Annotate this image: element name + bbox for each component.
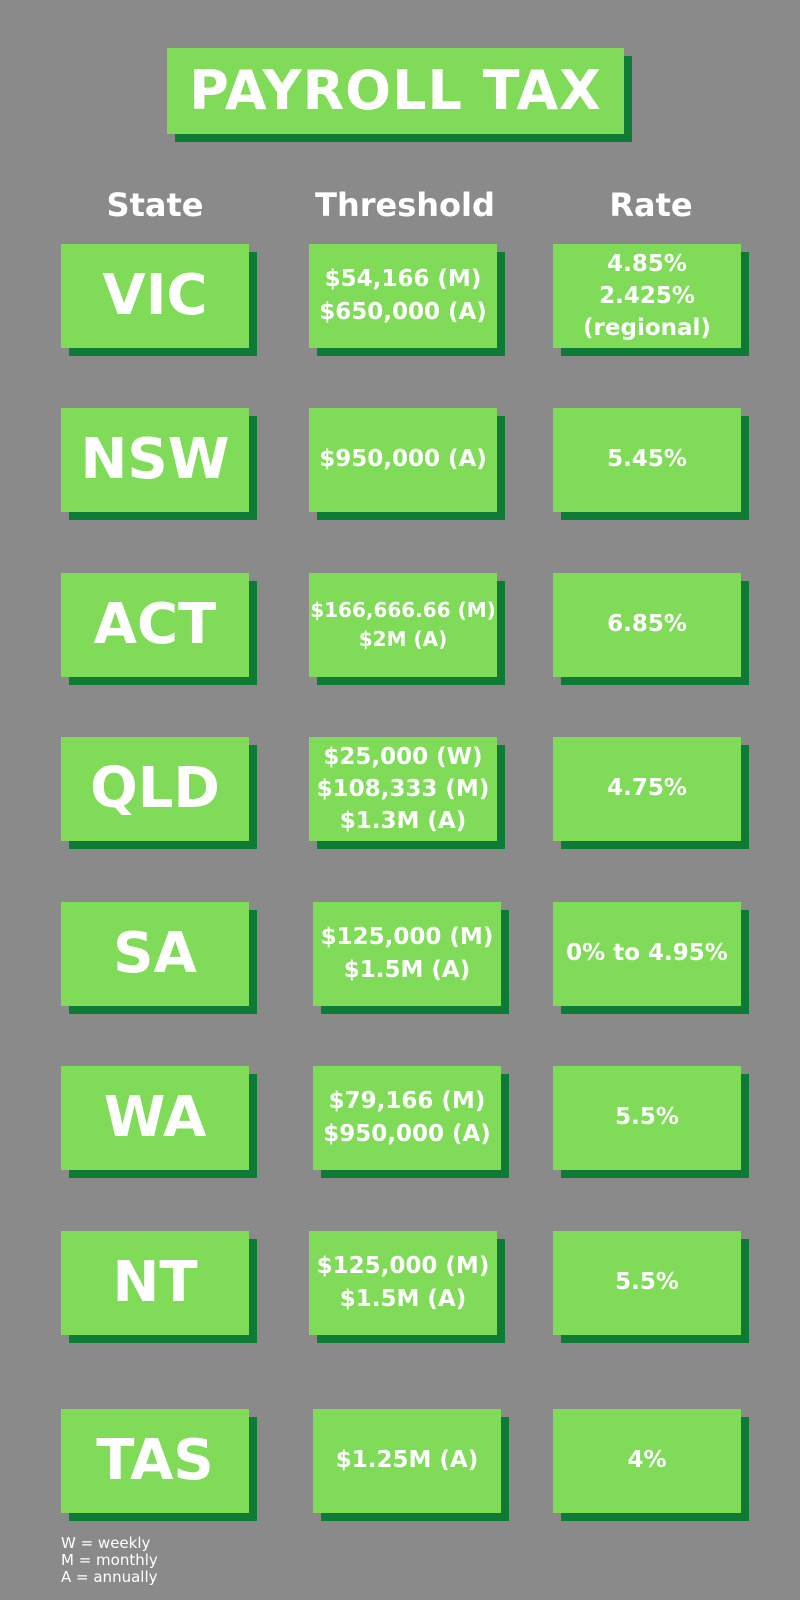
state-cell-qld: QLD (61, 737, 249, 841)
state-label: VIC (102, 263, 208, 328)
threshold-line: $54,166 (M) (324, 265, 482, 292)
rate-line: 5.45% (607, 446, 687, 473)
state-cell-sa: SA (61, 902, 249, 1006)
threshold-line: $166,666.66 (M) (310, 598, 496, 622)
rate-cell-act: 6.85% (553, 573, 741, 677)
threshold-line: $79,166 (M) (328, 1087, 486, 1114)
rate-cell-vic: 4.85% 2.425% (regional) (553, 244, 741, 348)
legend: W = weekly M = monthly A = annually (61, 1535, 158, 1586)
threshold-line: $108,333 (M) (316, 775, 490, 802)
threshold-cell-qld: $25,000 (W) $108,333 (M) $1.3M (A) (309, 737, 497, 841)
threshold-line: $1.3M (A) (339, 808, 467, 835)
threshold-line: $950,000 (A) (319, 446, 487, 473)
threshold-line: $125,000 (M) (320, 923, 494, 950)
threshold-line: $1.5M (A) (343, 957, 471, 983)
state-label: QLD (90, 756, 220, 821)
rate-cell-sa: 0% to 4.95% (553, 902, 741, 1006)
legend-item-monthly: M = monthly (61, 1551, 158, 1569)
state-label: ACT (93, 592, 217, 657)
rate-line: 4.75% (607, 775, 687, 802)
threshold-cell-nt: $125,000 (M) $1.5M (A) (309, 1231, 497, 1335)
rate-line: 5.5% (615, 1104, 679, 1131)
threshold-cell-act: $166,666.66 (M) $2M (A) (309, 573, 497, 677)
legend-item-weekly: W = weekly (61, 1534, 151, 1552)
rate-cell-nsw: 5.45% (553, 408, 741, 512)
threshold-line: $2M (A) (358, 627, 448, 651)
state-cell-nsw: NSW (61, 408, 249, 512)
threshold-line: $125,000 (M) (316, 1252, 490, 1279)
legend-item-annually: A = annually (61, 1568, 158, 1586)
rate-cell-nt: 5.5% (553, 1231, 741, 1335)
threshold-cell-nsw: $950,000 (A) (309, 408, 497, 512)
threshold-cell-sa: $125,000 (M) $1.5M (A) (313, 902, 501, 1006)
state-label: WA (103, 1085, 207, 1150)
threshold-line: $650,000 (A) (319, 299, 487, 325)
threshold-line: $1.5M (A) (339, 1286, 467, 1312)
threshold-line: $1.25M (A) (335, 1447, 479, 1474)
rate-cell-wa: 5.5% (553, 1066, 741, 1170)
state-cell-act: ACT (61, 573, 249, 677)
rate-line: 5.5% (615, 1269, 679, 1296)
state-cell-nt: NT (61, 1231, 249, 1335)
threshold-cell-wa: $79,166 (M) $950,000 (A) (313, 1066, 501, 1170)
header-threshold: Threshold (315, 186, 495, 224)
state-label: SA (113, 921, 197, 986)
threshold-cell-vic: $54,166 (M) $650,000 (A) (309, 244, 497, 348)
state-cell-wa: WA (61, 1066, 249, 1170)
rate-line: 6.85% (607, 611, 687, 638)
rate-line: 4.85% (607, 250, 687, 277)
rate-cell-tas: 4% (553, 1409, 741, 1513)
rate-line: 4% (627, 1447, 667, 1474)
state-label: NT (112, 1250, 198, 1315)
header-rate: Rate (609, 186, 693, 224)
threshold-line: $25,000 (W) (323, 743, 483, 770)
state-cell-vic: VIC (61, 244, 249, 348)
header-state: State (106, 186, 204, 224)
state-label: NSW (80, 427, 230, 492)
rate-cell-qld: 4.75% (553, 737, 741, 841)
rate-line: 2.425% (599, 282, 695, 309)
title-box: PAYROLL TAX (167, 48, 624, 134)
rate-line: (regional) (583, 315, 711, 342)
state-label: TAS (96, 1428, 214, 1493)
threshold-cell-tas: $1.25M (A) (313, 1409, 501, 1513)
threshold-line: $950,000 (A) (323, 1121, 491, 1147)
rate-line: 0% to 4.95% (566, 940, 728, 967)
page-title: PAYROLL TAX (189, 59, 602, 122)
state-cell-tas: TAS (61, 1409, 249, 1513)
